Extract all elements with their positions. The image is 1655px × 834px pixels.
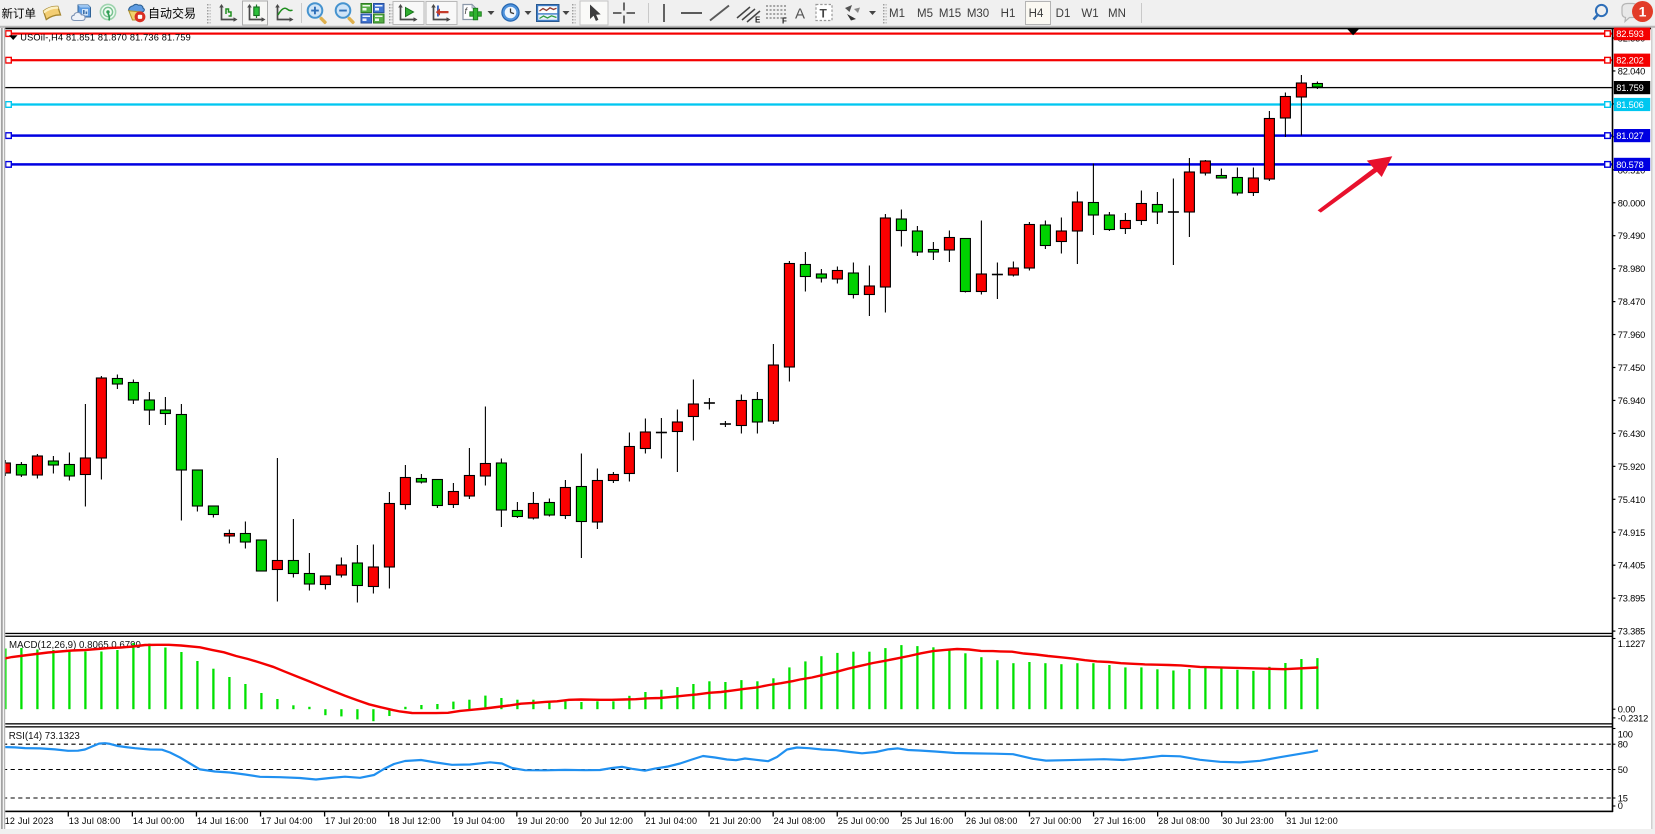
- svg-text:78.470: 78.470: [1618, 297, 1645, 307]
- svg-text:D1: D1: [1056, 8, 1071, 20]
- svg-text:新订单: 新订单: [2, 6, 37, 20]
- svg-text:19 Jul 20:00: 19 Jul 20:00: [517, 816, 569, 826]
- svg-text:M1: M1: [889, 8, 905, 20]
- svg-text:78.980: 78.980: [1618, 264, 1645, 274]
- svg-text:100: 100: [1618, 729, 1633, 739]
- svg-text:77.450: 77.450: [1618, 363, 1645, 373]
- svg-text:20 Jul 12:00: 20 Jul 12:00: [581, 816, 633, 826]
- svg-text:76.940: 76.940: [1618, 396, 1645, 406]
- svg-text:74.915: 74.915: [1618, 528, 1645, 538]
- svg-text:14 Jul 00:00: 14 Jul 00:00: [133, 816, 185, 826]
- svg-text:1: 1: [1639, 4, 1647, 20]
- svg-text:15: 15: [1618, 794, 1628, 804]
- svg-text:M30: M30: [967, 8, 989, 20]
- svg-text:75.920: 75.920: [1618, 462, 1645, 472]
- svg-text:12 Jul 2023: 12 Jul 2023: [5, 816, 54, 826]
- svg-text:26 Jul 08:00: 26 Jul 08:00: [966, 816, 1018, 826]
- svg-text:80: 80: [1618, 740, 1628, 750]
- svg-text:25 Jul 16:00: 25 Jul 16:00: [902, 816, 954, 826]
- svg-text:81.506: 81.506: [1616, 100, 1643, 110]
- svg-text:21 Jul 20:00: 21 Jul 20:00: [710, 816, 762, 826]
- svg-text:77.960: 77.960: [1618, 330, 1645, 340]
- svg-text:H1: H1: [1001, 8, 1016, 20]
- svg-text:RSI(14) 73.1323: RSI(14) 73.1323: [9, 731, 80, 742]
- svg-text:0: 0: [1618, 801, 1623, 811]
- svg-text:13 Jul 08:00: 13 Jul 08:00: [69, 816, 121, 826]
- svg-text:82.040: 82.040: [1618, 66, 1645, 76]
- svg-text:27 Jul 16:00: 27 Jul 16:00: [1094, 816, 1146, 826]
- svg-text:-0.2312: -0.2312: [1618, 713, 1648, 723]
- svg-text:T: T: [820, 7, 828, 21]
- svg-text:73.385: 73.385: [1618, 627, 1645, 637]
- svg-text:50: 50: [1618, 765, 1628, 775]
- svg-text:21 Jul 04:00: 21 Jul 04:00: [646, 816, 698, 826]
- svg-text:W1: W1: [1081, 8, 1098, 20]
- svg-text:14 Jul 16:00: 14 Jul 16:00: [197, 816, 249, 826]
- svg-text:MN: MN: [1108, 8, 1126, 20]
- svg-text:24 Jul 08:00: 24 Jul 08:00: [774, 816, 826, 826]
- svg-text:73.895: 73.895: [1618, 594, 1645, 604]
- svg-text:79.490: 79.490: [1618, 231, 1645, 241]
- svg-text:82.202: 82.202: [1616, 56, 1643, 66]
- svg-text:1.1227: 1.1227: [1618, 639, 1645, 649]
- svg-text:19 Jul 04:00: 19 Jul 04:00: [453, 816, 505, 826]
- svg-text:自动交易: 自动交易: [148, 6, 196, 21]
- svg-text:81.027: 81.027: [1616, 131, 1643, 141]
- svg-text:75.410: 75.410: [1618, 495, 1645, 505]
- svg-text:H4: H4: [1029, 8, 1044, 20]
- svg-text:82.593: 82.593: [1616, 29, 1643, 39]
- svg-text:USOil-,H4 81.851 81.870 81.73: USOil-,H4 81.851 81.870 81.736 81.759: [20, 33, 191, 43]
- svg-text:74.405: 74.405: [1618, 561, 1645, 571]
- svg-text:17 Jul 20:00: 17 Jul 20:00: [325, 816, 377, 826]
- svg-text:76.430: 76.430: [1618, 429, 1645, 439]
- svg-text:80.578: 80.578: [1616, 160, 1643, 170]
- svg-text:30 Jul 23:00: 30 Jul 23:00: [1222, 816, 1274, 826]
- svg-text:A: A: [795, 6, 805, 23]
- svg-text:25 Jul 00:00: 25 Jul 00:00: [838, 816, 890, 826]
- svg-text:18 Jul 12:00: 18 Jul 12:00: [389, 816, 441, 826]
- svg-text:27 Jul 00:00: 27 Jul 00:00: [1030, 816, 1082, 826]
- svg-text:M5: M5: [917, 8, 933, 20]
- svg-text:E: E: [755, 16, 761, 25]
- svg-text:81.759: 81.759: [1616, 83, 1643, 93]
- svg-text:F: F: [782, 17, 787, 26]
- svg-text:31 Jul 12:00: 31 Jul 12:00: [1286, 816, 1338, 826]
- svg-text:17 Jul 04:00: 17 Jul 04:00: [261, 816, 313, 826]
- svg-text:f: f: [465, 6, 469, 16]
- svg-text:M15: M15: [939, 8, 961, 20]
- svg-text:80.000: 80.000: [1618, 198, 1645, 208]
- svg-text:28 Jul 08:00: 28 Jul 08:00: [1158, 816, 1210, 826]
- svg-text:0.00: 0.00: [1618, 705, 1635, 715]
- svg-text:MACD(12,26,9) 0.8065 0.6790: MACD(12,26,9) 0.8065 0.6790: [9, 640, 142, 651]
